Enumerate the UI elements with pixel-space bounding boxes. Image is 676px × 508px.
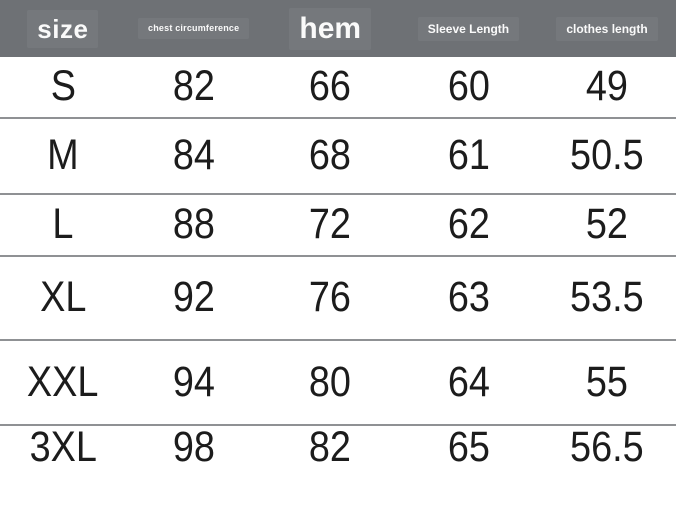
column-header-clothes-length: clothes length [538,16,676,41]
column-header-hem: hem [262,7,399,50]
chest-cell: 98 [172,422,215,471]
length-cell: 50.5 [570,131,644,179]
hem-cell: 80 [309,357,352,406]
hem-cell: 82 [309,422,352,471]
hem-cell: 68 [309,131,352,179]
hem-cell: 72 [309,200,352,249]
sleeve-cell: 64 [447,357,490,406]
hem-cell: 76 [309,273,352,322]
table-row-xxl: XXL 94 80 64 55 [0,340,676,426]
length-cell: 49 [585,62,629,111]
table-row-s: S 82 66 60 49 [0,57,676,119]
size-cell: M [47,131,79,179]
column-header-chest-circumference: chest circumference [126,18,262,39]
sleeve-cell: 60 [447,62,490,111]
table-row-3xl: 3XL 98 82 65 56.5 [0,422,676,471]
table-row-xl: XL 92 76 63 53.5 [0,257,676,341]
table-row-m: M 84 68 61 50.5 [0,118,676,195]
length-cell: 56.5 [570,422,644,471]
length-cell: 53.5 [570,273,644,322]
table-row-l: L 88 72 62 52 [0,194,676,257]
chest-cell: 94 [172,357,215,406]
sleeve-cell: 65 [447,422,490,471]
size-cell: S [50,62,76,111]
column-header-size-label: size [27,9,99,48]
table-header-row: size chest circumference hem Sleeve Leng… [0,0,676,57]
column-header-sleeve-label: Sleeve Length [417,16,520,41]
column-header-clothes-label: clothes length [556,16,658,41]
column-header-hem-label: hem [289,7,372,50]
size-cell: XXL [27,357,99,406]
chest-cell: 88 [172,200,215,249]
chest-cell: 92 [172,273,215,322]
column-header-sleeve-length: Sleeve Length [399,16,538,41]
sleeve-cell: 63 [447,273,490,322]
chest-cell: 82 [172,62,215,111]
length-cell: 52 [585,200,629,249]
sleeve-cell: 61 [447,131,490,179]
size-cell: L [52,200,74,249]
sleeve-cell: 62 [447,200,490,249]
hem-cell: 66 [309,62,352,111]
size-cell: XL [39,273,87,322]
length-cell: 55 [585,357,629,406]
column-header-size: size [0,9,126,48]
size-cell: 3XL [29,422,97,471]
chest-cell: 84 [172,131,215,179]
column-header-chest-label: chest circumference [138,18,250,39]
